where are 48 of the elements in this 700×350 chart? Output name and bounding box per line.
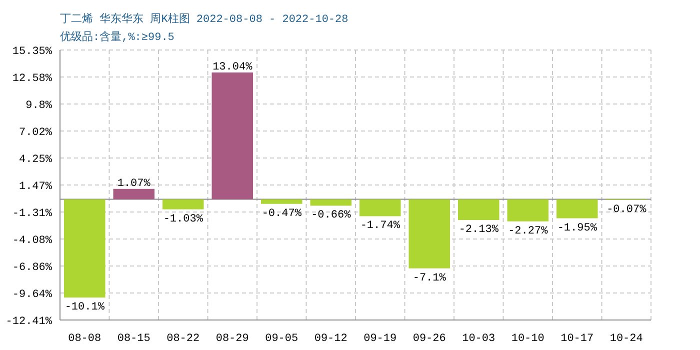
x-tick-label: 08-15 (117, 333, 150, 345)
x-tick-label: 10-24 (610, 333, 644, 345)
bar (310, 199, 352, 206)
x-tick-label: 09-12 (314, 333, 348, 345)
y-tick-label: 1.47% (18, 181, 52, 193)
bar (408, 199, 450, 268)
y-tick-label: 12.58% (12, 72, 52, 85)
x-tick-label: 10-10 (511, 333, 544, 345)
data-label: -2.27% (508, 225, 548, 238)
data-label: 13.04% (212, 61, 253, 74)
y-tick-label: -1.31% (12, 208, 52, 220)
y-tick-label: 7.02% (18, 127, 52, 140)
bar (507, 199, 548, 222)
bar (113, 188, 154, 200)
bar (212, 72, 253, 200)
x-tick-label: 10-03 (462, 333, 496, 345)
data-label: -1.74% (360, 220, 400, 232)
y-tick-label: 4.25% (18, 154, 52, 166)
bar (458, 199, 500, 220)
bar (64, 199, 106, 298)
data-label: 1.07% (117, 178, 151, 190)
y-tick-label: 9.8% (26, 100, 52, 112)
y-tick-label: -12.41% (6, 316, 52, 328)
data-label: -0.66% (311, 210, 352, 222)
x-tick-label: 09-19 (364, 333, 397, 345)
x-tick-label: 08-08 (68, 333, 102, 345)
data-label: -0.47% (262, 208, 302, 220)
bar (360, 199, 401, 216)
data-label: -1.95% (557, 222, 598, 234)
x-tick-label: 10-17 (560, 333, 594, 345)
y-tick-label: -6.86% (12, 262, 52, 274)
data-label: -0.07% (606, 204, 647, 216)
x-tick-label: 08-22 (166, 333, 200, 345)
bar (162, 199, 204, 210)
bar (261, 199, 302, 204)
x-tick-label: 09-26 (412, 333, 446, 345)
data-label: -10.1% (64, 302, 105, 314)
data-label: -1.03% (163, 213, 204, 226)
y-tick-label: -4.08% (12, 234, 52, 247)
x-tick-label: 09-05 (265, 333, 298, 345)
y-tick-label: 15.35% (12, 46, 52, 58)
y-tick-label: -9.64% (12, 289, 52, 302)
chart-title: 丁二烯 华东华东 周K柱图 2022-08-08 - 2022-10-28 (60, 12, 348, 26)
data-label: -7.1% (412, 272, 446, 284)
chart-subtitle: 优级品:含量,%:≥99.5 (60, 30, 174, 44)
data-label: -2.13% (458, 224, 499, 236)
bar (556, 199, 598, 218)
x-tick-label: 08-29 (216, 333, 249, 345)
